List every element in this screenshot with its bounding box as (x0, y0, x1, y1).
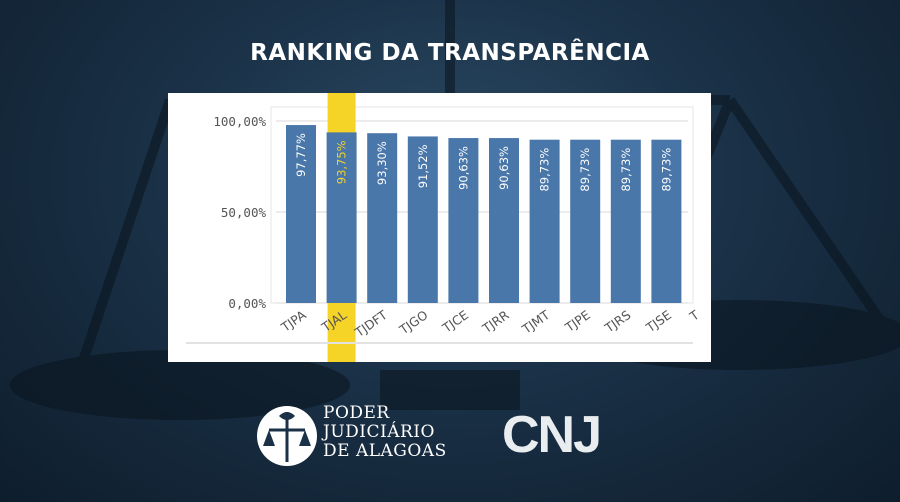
x-tick-label: TJSE (642, 307, 674, 335)
data-label: 89,73% (578, 148, 592, 192)
x-tick-label: TJCE (439, 307, 471, 336)
x-tick-label: TJRR (479, 307, 512, 336)
poder-judiciario-logo: PODER JUDICIÁRIO DE ALAGOAS (255, 402, 455, 470)
bar-tjce (448, 138, 479, 303)
x-tick-label: TJGO (396, 307, 431, 338)
bar-tjse (651, 139, 682, 303)
bar-tjdft (367, 133, 398, 303)
data-label: 97,77% (294, 133, 308, 177)
pj-line-3: DE ALAGOAS (323, 441, 447, 461)
x-tick-label: TJRS (601, 307, 633, 336)
bar-tjpa (286, 125, 316, 304)
data-label: 89,73% (659, 148, 673, 192)
bar-tjmt (529, 139, 560, 303)
x-tick-label: TJPE (562, 307, 593, 335)
cnj-logo: CNJ (502, 404, 617, 466)
data-label: 89,73% (538, 148, 552, 192)
cnj-logo-text: CNJ (502, 406, 602, 464)
data-label: 90,63% (497, 146, 511, 190)
bar-tjal (326, 132, 357, 303)
bar-tjrs (610, 139, 641, 303)
pj-logo-text: PODER JUDICIÁRIO DE ALAGOAS (323, 404, 447, 461)
data-label: 91,52% (416, 144, 430, 188)
data-label: 90,63% (456, 146, 470, 190)
data-label: 93,75% (335, 140, 349, 184)
y-tick-label: 0,00% (228, 296, 266, 311)
x-tick-label: TJDFT (351, 307, 390, 340)
pj-emblem-icon (257, 406, 317, 466)
pj-line-2: JUDICIÁRIO (323, 422, 435, 442)
bar-chart-card: 0,00% 50,00% 100,00% 97,77% TJPA 93,75% TJAL 93… (168, 93, 711, 362)
bar-tjpe (570, 139, 601, 303)
data-label: 89,73% (619, 148, 633, 192)
bar-tjgo (407, 136, 438, 303)
y-tick-label: 50,00% (221, 205, 267, 220)
page-title: RANKING DA TRANSPARÊNCIA (250, 40, 650, 66)
x-tick-label: TJMT (519, 307, 553, 337)
x-tick-label: TJPA (277, 307, 309, 335)
bar-chart: 0,00%50,00%100,00%97,77%TJPA93,75%TJAL93… (186, 93, 702, 362)
data-label: 93,30% (375, 141, 389, 185)
x-tick-label-truncated: T (686, 307, 702, 324)
pj-line-1: PODER (323, 403, 390, 423)
bar-tjrr (489, 138, 519, 303)
y-tick-label: 100,00% (213, 114, 266, 129)
